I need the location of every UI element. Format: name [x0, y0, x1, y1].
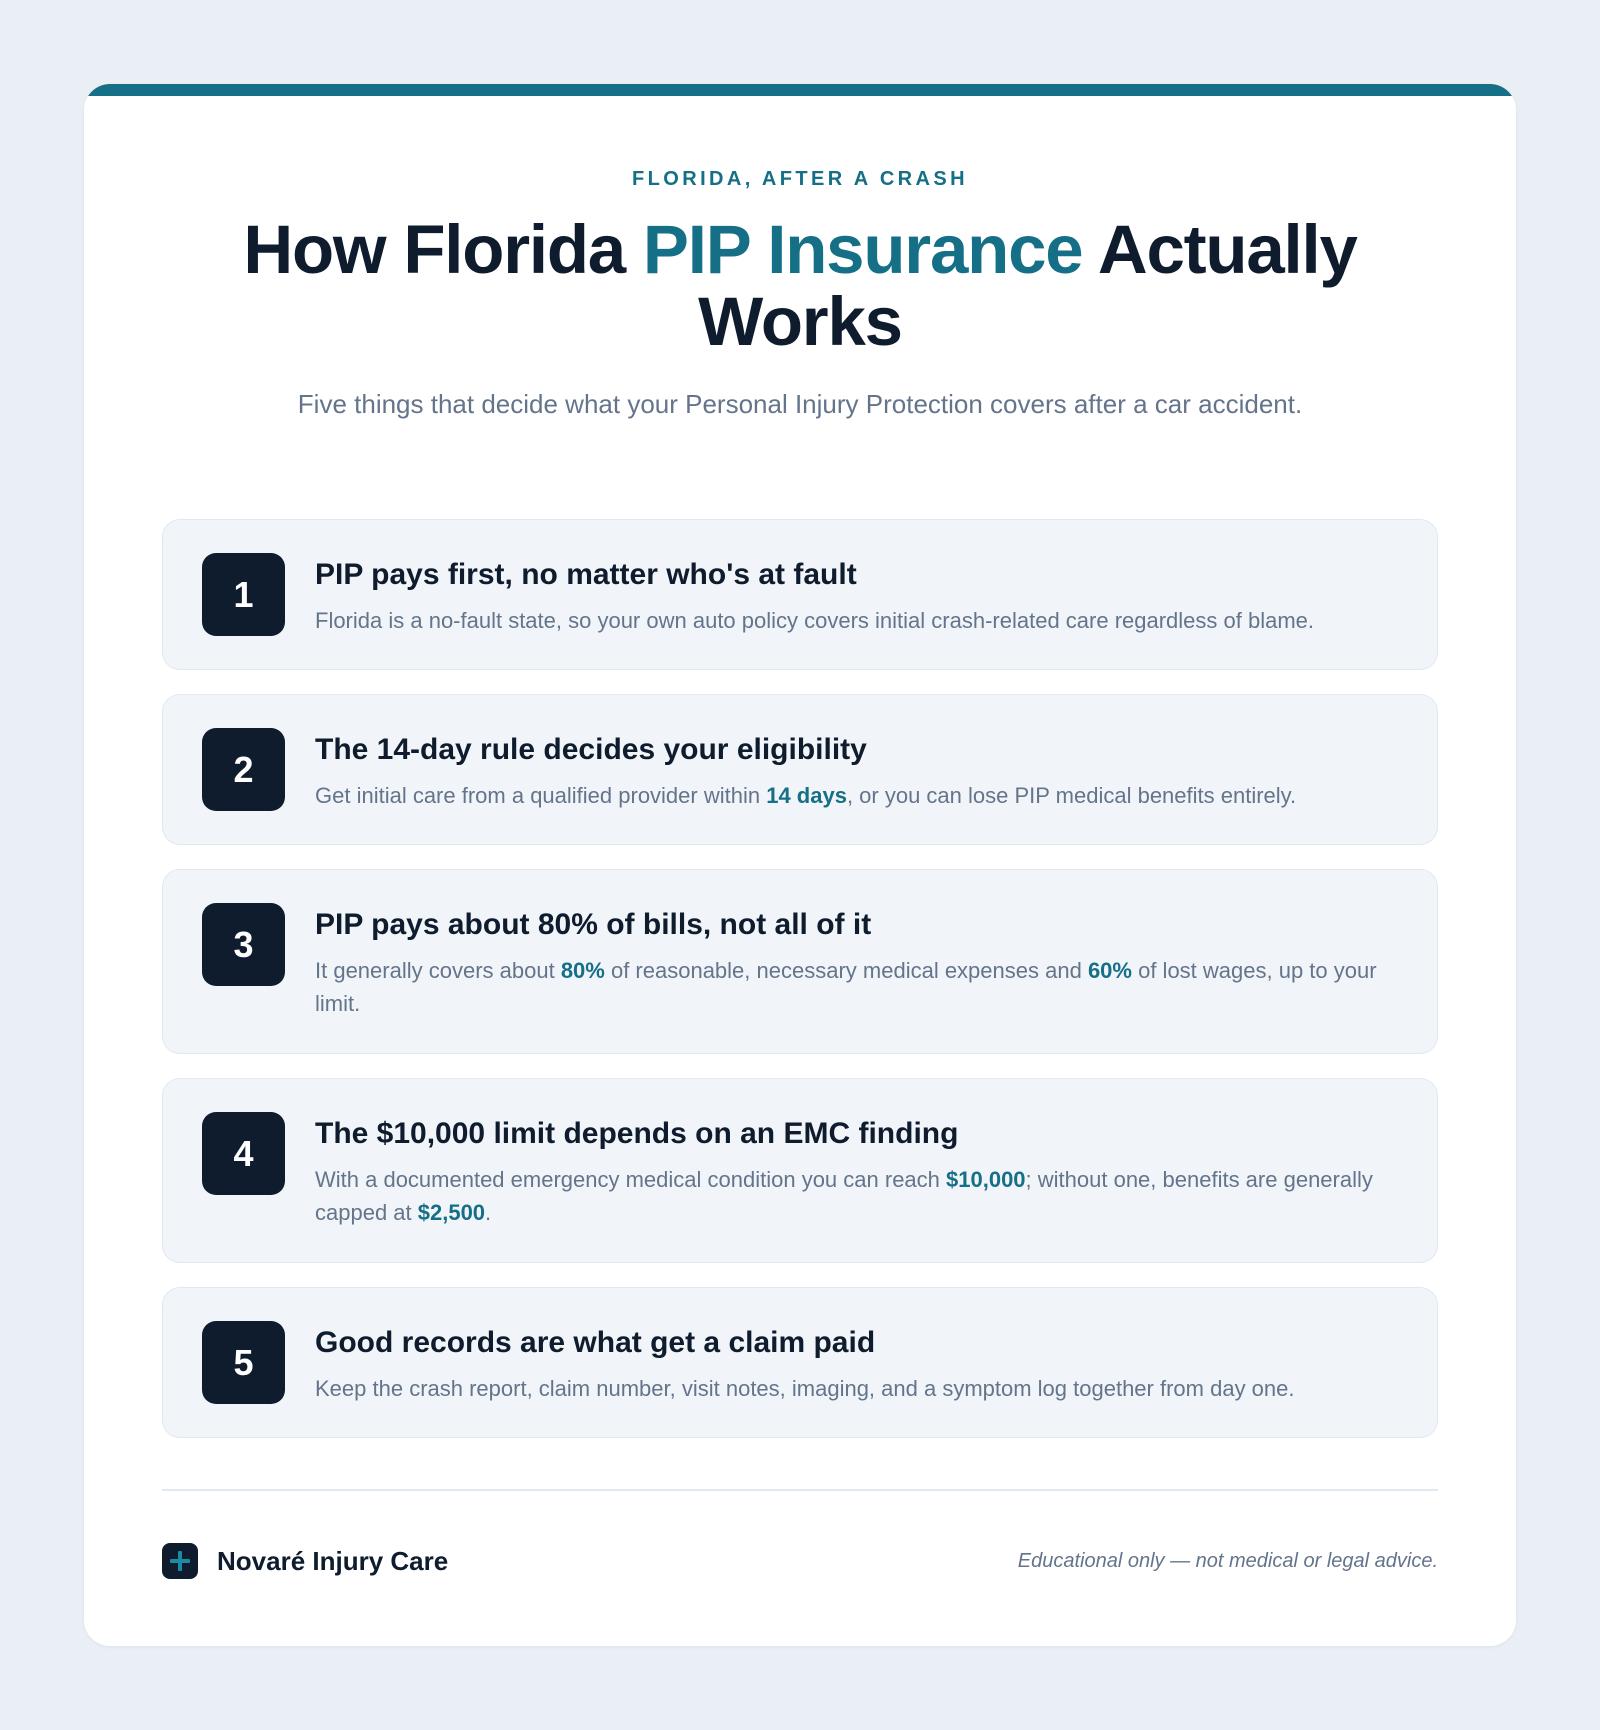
- brand: Novaré Injury Care: [162, 1543, 448, 1579]
- title-text-end: Actually Works: [698, 211, 1358, 360]
- item-title: The $10,000 limit depends on an EMC find…: [315, 1117, 959, 1150]
- list-item: 5 Good records are what get a claim paid…: [162, 1287, 1438, 1438]
- highlight-text: 14 days: [766, 783, 847, 808]
- item-title: The 14-day rule decides your eligibility: [315, 733, 867, 766]
- body-text: Get initial care from a qualified provid…: [315, 783, 767, 808]
- step-number-badge: 2: [202, 728, 285, 811]
- body-text: ; without one, benefits are generally ca…: [315, 1167, 1373, 1225]
- body-text: of reasonable, necessary medical expense…: [604, 958, 1088, 983]
- step-number-badge: 3: [202, 903, 285, 986]
- step-number-badge: 4: [202, 1112, 285, 1195]
- accent-bar: [84, 84, 1516, 96]
- disclaimer: Educational only — not medical or legal …: [1017, 1549, 1438, 1572]
- item-title: PIP pays first, no matter who's at fault: [315, 558, 857, 591]
- item-description: With a documented emergency medical cond…: [315, 1163, 1401, 1229]
- footer: Novaré Injury Care Educational only — no…: [162, 1536, 1438, 1586]
- body-text: , or you can lose PIP medical benefits e…: [846, 783, 1297, 808]
- body-text: Florida is a no-fault state, so your own…: [315, 608, 1315, 633]
- title-text-start: How Florida: [243, 211, 643, 288]
- body-text: Keep the crash report, claim number, vis…: [315, 1376, 1295, 1401]
- step-number-badge: 1: [202, 553, 285, 636]
- list-item: 2 The 14-day rule decides your eligibili…: [162, 694, 1438, 845]
- step-number-badge: 5: [202, 1321, 285, 1404]
- highlight-text: 60%: [1087, 958, 1132, 983]
- brand-name: Novaré Injury Care: [217, 1545, 449, 1576]
- body-text: With a documented emergency medical cond…: [315, 1167, 947, 1192]
- body-text: It generally covers about: [315, 958, 561, 983]
- page-title: How Florida PIP Insurance Actually Works: [184, 214, 1416, 358]
- list-item: 3 PIP pays about 80% of bills, not all o…: [162, 869, 1438, 1054]
- list-item: 1 PIP pays first, no matter who's at fau…: [162, 519, 1438, 670]
- medical-cross-icon: [162, 1543, 198, 1579]
- item-description: Keep the crash report, claim number, vis…: [315, 1372, 1401, 1405]
- item-title: Good records are what get a claim paid: [315, 1326, 876, 1359]
- item-description: Florida is a no-fault state, so your own…: [315, 604, 1401, 637]
- page-subtitle: Five things that decide what your Person…: [297, 389, 1303, 419]
- item-description: It generally covers about 80% of reasona…: [315, 954, 1401, 1020]
- body-text: of lost wages, up to your limit.: [315, 958, 1377, 1016]
- item-title: PIP pays about 80% of bills, not all of …: [315, 908, 872, 941]
- highlight-text: 80%: [560, 958, 605, 983]
- infographic-card: FLORIDA, AFTER A CRASH How Florida PIP I…: [84, 84, 1516, 1646]
- tips-list: 1 PIP pays first, no matter who's at fau…: [162, 519, 1438, 1462]
- highlight-text: $2,500: [417, 1200, 486, 1225]
- eyebrow-label: FLORIDA, AFTER A CRASH: [632, 168, 968, 190]
- highlight-text: $10,000: [946, 1167, 1026, 1192]
- title-accent: PIP Insurance: [642, 211, 1084, 288]
- footer-divider: [162, 1489, 1438, 1491]
- body-text: .: [485, 1200, 492, 1225]
- item-description: Get initial care from a qualified provid…: [315, 779, 1401, 812]
- list-item: 4 The $10,000 limit depends on an EMC fi…: [162, 1078, 1438, 1263]
